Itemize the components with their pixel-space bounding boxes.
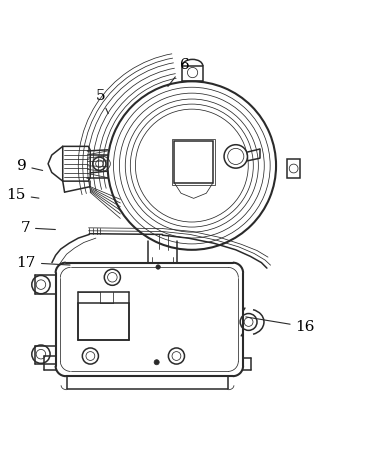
- Text: 15: 15: [6, 188, 39, 202]
- Text: 6: 6: [168, 58, 189, 87]
- Text: 5: 5: [96, 89, 108, 113]
- Text: 17: 17: [17, 256, 70, 269]
- Text: 7: 7: [20, 221, 55, 235]
- Circle shape: [156, 265, 160, 269]
- Circle shape: [154, 360, 159, 365]
- Polygon shape: [56, 263, 243, 376]
- Text: 9: 9: [17, 159, 43, 173]
- Text: 16: 16: [246, 317, 315, 334]
